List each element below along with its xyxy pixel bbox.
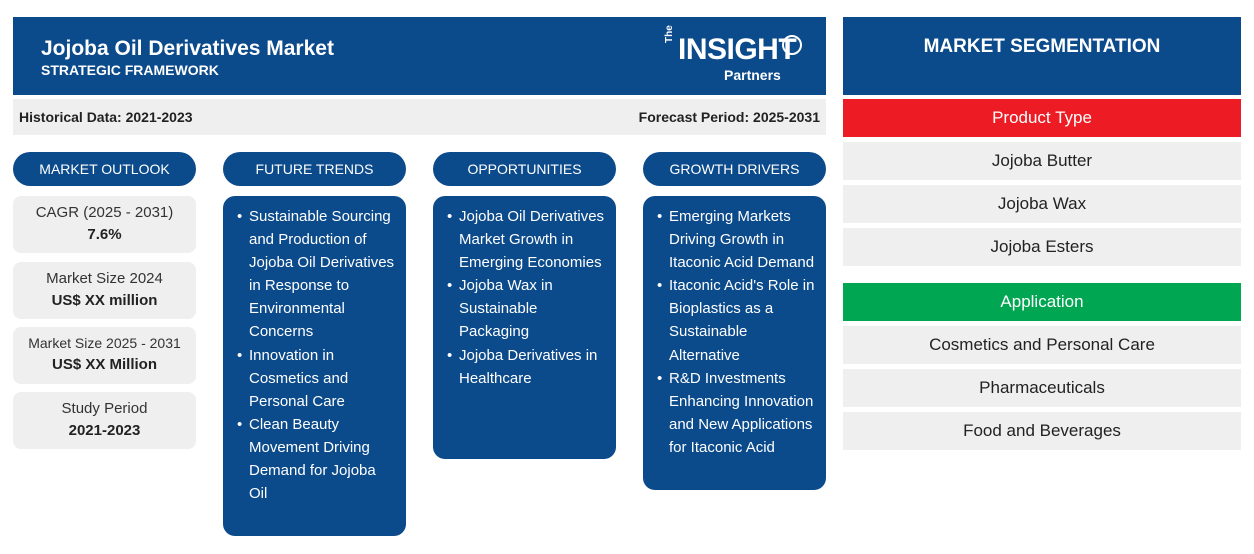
- logo-insight: INSIGHT: [678, 33, 797, 66]
- stat-market-size-forecast: Market Size 2025 - 2031 US$ XX Million: [13, 327, 196, 384]
- stat-value: 7.6%: [87, 226, 122, 243]
- stat-value: US$ XX million: [51, 292, 158, 309]
- future-trends-card: Sustainable Sourcing and Production of J…: [223, 196, 406, 536]
- stat-label: Study Period: [61, 400, 148, 417]
- segment-product-type: Product Type: [843, 99, 1241, 137]
- segment-item: Cosmetics and Personal Care: [843, 326, 1241, 364]
- stat-value: 2021-2023: [68, 422, 141, 439]
- period-bar: Historical Data: 2021-2023 Forecast Peri…: [13, 99, 826, 135]
- forecast-period: Forecast Period: 2025-2031: [638, 109, 820, 125]
- stat-label: Market Size 2024: [46, 270, 163, 287]
- segment-item: Jojoba Butter: [843, 142, 1241, 180]
- logo-ring-icon: [782, 35, 802, 55]
- segment-item: Jojoba Wax: [843, 185, 1241, 223]
- insight-partners-logo: The INSIGHT Partners: [664, 25, 804, 83]
- header-banner: Jojoba Oil Derivatives Market STRATEGIC …: [13, 17, 826, 95]
- page-subtitle: STRATEGIC FRAMEWORK: [41, 62, 219, 78]
- trend-item: Innovation in Cosmetics and Personal Car…: [237, 344, 398, 413]
- segment-item: Pharmaceuticals: [843, 369, 1241, 407]
- stat-label: CAGR (2025 - 2031): [35, 204, 174, 221]
- segment-item: Jojoba Esters: [843, 228, 1241, 266]
- growth-drivers-card: Emerging Markets Driving Growth in Itaco…: [643, 196, 826, 490]
- logo-the: The: [664, 25, 675, 43]
- page-title: Jojoba Oil Derivatives Market: [41, 37, 334, 60]
- historical-period: Historical Data: 2021-2023: [19, 109, 193, 125]
- opportunity-item: Jojoba Derivatives in Healthcare: [447, 344, 608, 390]
- trend-item: Clean Beauty Movement Driving Demand for…: [237, 413, 398, 505]
- growth-drivers-heading: GROWTH DRIVERS: [643, 152, 826, 186]
- trend-item: Sustainable Sourcing and Production of J…: [237, 205, 398, 344]
- stat-study-period: Study Period 2021-2023: [13, 392, 196, 449]
- driver-item: Itaconic Acid's Role in Bioplastics as a…: [657, 274, 818, 366]
- segment-application: Application: [843, 283, 1241, 321]
- driver-item: R&D Investments Enhancing Innovation and…: [657, 367, 818, 459]
- logo-partners: Partners: [724, 67, 781, 83]
- segment-item: Food and Beverages: [843, 412, 1241, 450]
- stat-cagr: CAGR (2025 - 2031) 7.6%: [13, 196, 196, 253]
- opportunities-card: Jojoba Oil Derivatives Market Growth in …: [433, 196, 616, 459]
- opportunity-item: Jojoba Oil Derivatives Market Growth in …: [447, 205, 608, 274]
- future-trends-heading: FUTURE TRENDS: [223, 152, 406, 186]
- stat-value: US$ XX Million: [51, 356, 157, 373]
- stat-label: Market Size 2025 - 2031: [28, 335, 181, 351]
- market-outlook-heading: MARKET OUTLOOK: [13, 152, 196, 186]
- stat-market-size-2024: Market Size 2024 US$ XX million: [13, 262, 196, 319]
- market-segmentation-heading: MARKET SEGMENTATION: [843, 17, 1241, 95]
- opportunity-item: Jojoba Wax in Sustainable Packaging: [447, 274, 608, 343]
- driver-item: Emerging Markets Driving Growth in Itaco…: [657, 205, 818, 274]
- opportunities-heading: OPPORTUNITIES: [433, 152, 616, 186]
